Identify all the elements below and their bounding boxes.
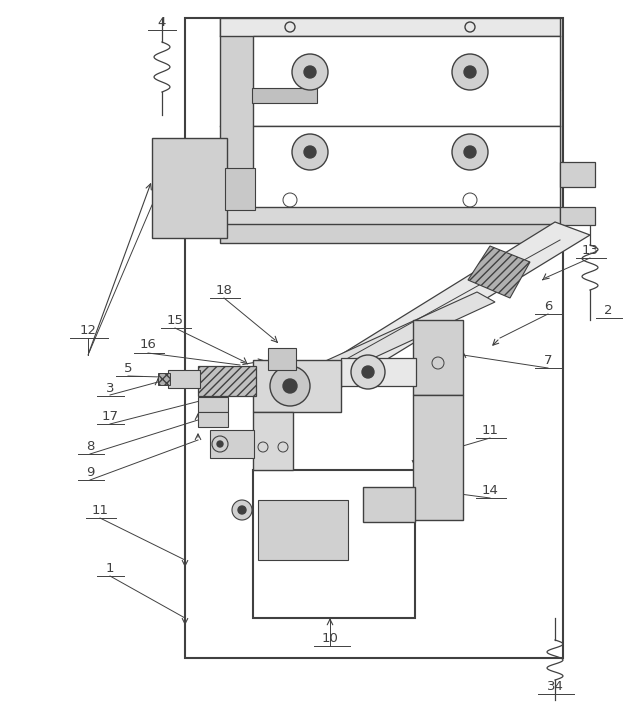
Bar (253, 126, 560, 216)
Circle shape (292, 54, 328, 90)
Text: 15: 15 (167, 314, 183, 326)
Circle shape (452, 54, 488, 90)
Text: 11: 11 (92, 503, 108, 517)
Text: 5: 5 (124, 362, 132, 374)
Bar (253, 36, 560, 126)
Bar (560, 162, 595, 187)
Text: 8: 8 (86, 439, 94, 453)
Polygon shape (310, 292, 495, 378)
Text: 13: 13 (581, 244, 599, 256)
Circle shape (351, 355, 385, 389)
Circle shape (452, 134, 488, 170)
Bar (198, 366, 256, 396)
Text: 12: 12 (79, 324, 97, 336)
Circle shape (270, 366, 310, 406)
Bar (363, 487, 415, 522)
Polygon shape (468, 246, 530, 298)
Text: 7: 7 (544, 354, 553, 366)
Text: 16: 16 (140, 338, 156, 352)
Circle shape (304, 66, 316, 78)
Text: 18: 18 (215, 284, 233, 296)
Bar (210, 430, 254, 458)
Bar (413, 395, 463, 520)
Bar (198, 397, 228, 412)
Bar (341, 358, 416, 386)
Bar (168, 370, 200, 388)
Circle shape (212, 436, 228, 452)
Bar (258, 500, 348, 560)
Text: 6: 6 (544, 300, 552, 312)
Circle shape (217, 441, 223, 447)
Bar (158, 373, 170, 385)
Text: 1: 1 (106, 562, 114, 574)
Circle shape (362, 366, 374, 378)
Text: 10: 10 (322, 632, 338, 644)
Circle shape (304, 146, 316, 158)
Bar (220, 207, 560, 224)
Circle shape (238, 506, 246, 514)
Bar (185, 18, 563, 658)
Bar (253, 470, 415, 618)
Bar (220, 18, 560, 243)
Text: 17: 17 (101, 409, 119, 423)
Text: 9: 9 (86, 465, 94, 479)
Text: 4: 4 (158, 15, 166, 29)
Text: 34: 34 (547, 680, 563, 692)
Text: 2: 2 (604, 303, 612, 317)
Bar (152, 138, 227, 238)
Bar (253, 360, 341, 412)
Bar (252, 88, 317, 103)
Circle shape (464, 146, 476, 158)
Bar (220, 18, 560, 36)
Circle shape (232, 500, 252, 520)
Bar (225, 168, 255, 210)
Circle shape (283, 379, 297, 393)
Bar (560, 207, 595, 225)
Circle shape (464, 66, 476, 78)
Text: 14: 14 (481, 484, 499, 496)
Circle shape (292, 134, 328, 170)
Polygon shape (308, 222, 590, 388)
Bar (198, 412, 228, 427)
Bar (253, 412, 293, 470)
Bar (268, 348, 296, 370)
Text: 11: 11 (481, 423, 499, 437)
Bar (413, 320, 463, 395)
Text: 3: 3 (106, 381, 114, 395)
